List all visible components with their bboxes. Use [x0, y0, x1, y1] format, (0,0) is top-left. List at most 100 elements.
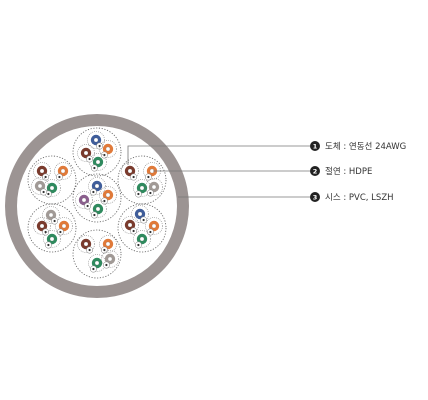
pair-bundle [72, 127, 122, 177]
bundle-outline [72, 229, 122, 279]
partner-conductor [132, 229, 135, 233]
copper-conductor [93, 137, 99, 143]
pair-bundle [72, 229, 122, 279]
pair-outline [99, 186, 117, 204]
copper-conductor [95, 159, 101, 165]
leader-lines [127, 145, 310, 198]
partner-conductor [149, 191, 152, 195]
partner-conductor [93, 166, 96, 170]
partner-conductor [44, 175, 47, 179]
partner-conductor [86, 204, 89, 208]
partner-conductor [149, 230, 152, 234]
copper-conductor [94, 183, 100, 189]
numbered-circle-badge [310, 141, 320, 151]
partner-conductor [88, 248, 91, 252]
leader-line-conductor [127, 145, 310, 165]
pair-bundles [27, 127, 167, 279]
pair-outline [77, 144, 95, 162]
pair-outline [89, 200, 107, 218]
callout-label: 절연 : HDPE [325, 167, 372, 177]
partner-conductor [92, 190, 95, 194]
copper-conductor [105, 241, 111, 247]
partner-conductor [42, 190, 45, 194]
pair-outline [145, 217, 163, 235]
partner-conductor [137, 243, 140, 247]
pair-outline [75, 191, 93, 209]
pair-outline [121, 162, 139, 180]
copper-conductor [151, 184, 157, 190]
pair-bundle [117, 203, 167, 253]
pair-outline [33, 217, 51, 235]
pair-outline [55, 217, 73, 235]
pair-bundle [117, 155, 167, 205]
partner-conductor [137, 192, 140, 196]
copper-conductor [83, 241, 89, 247]
callout-sheath: 3 시스 : PVC, LSZH [310, 192, 394, 203]
bundle-outline [27, 203, 77, 253]
pair-outline [31, 177, 49, 195]
callout-insulation: 2 절연 : HDPE [310, 166, 372, 177]
pair-outline [121, 216, 139, 234]
callout-conductor: 1 도체 : 연동선 24AWG [310, 141, 406, 152]
pair-outline [145, 178, 163, 196]
copper-conductor [105, 146, 111, 152]
copper-conductor [127, 168, 133, 174]
partner-conductor [92, 267, 95, 271]
copper-conductor [127, 222, 133, 228]
partner-conductor [53, 219, 56, 223]
pair-outline [99, 235, 117, 253]
partner-conductor [59, 230, 62, 234]
bundle-outline [117, 203, 167, 253]
pair-bundle [27, 203, 77, 253]
copper-conductor [105, 192, 111, 198]
partner-conductor [142, 218, 145, 222]
callout-number: 2 [313, 167, 318, 175]
numbered-circle-badge [310, 192, 320, 202]
copper-conductor [94, 260, 100, 266]
pair-outline [54, 162, 72, 180]
copper-conductor [107, 256, 113, 262]
partner-conductor [93, 213, 96, 217]
partner-conductor [47, 192, 50, 196]
pair-outline [131, 205, 149, 223]
copper-conductor [39, 168, 45, 174]
numbered-circle-badge [310, 166, 320, 176]
copper-conductor [137, 211, 143, 217]
copper-conductor [49, 185, 55, 191]
callout-number: 3 [313, 193, 318, 201]
callout-label: 도체 : 연동선 24AWG [325, 141, 406, 152]
callout-number: 1 [313, 142, 318, 150]
callout-label: 시스 : PVC, LSZH [325, 193, 394, 203]
copper-conductor [61, 223, 67, 229]
partner-conductor [47, 243, 50, 247]
partner-conductor [103, 248, 106, 252]
pair-outline [33, 162, 51, 180]
copper-conductor [139, 236, 145, 242]
partner-conductor [147, 175, 150, 179]
copper-conductor [48, 212, 54, 218]
pair-bundle [72, 173, 122, 223]
partner-conductor [105, 263, 108, 267]
pair-outline [43, 230, 61, 248]
pair-outline [101, 250, 119, 268]
copper-conductor [49, 236, 55, 242]
pair-outline [88, 177, 106, 195]
pair-outline [42, 206, 60, 224]
bundle-outline [72, 173, 122, 223]
copper-conductor [39, 223, 45, 229]
pair-outline [77, 235, 95, 253]
copper-conductor [151, 223, 157, 229]
copper-conductor [60, 168, 66, 174]
pair-outline [133, 230, 151, 248]
partner-conductor [44, 230, 47, 234]
bundle-outline [72, 127, 122, 177]
copper-conductor [139, 185, 145, 191]
partner-conductor [103, 199, 106, 203]
partner-conductor [58, 175, 61, 179]
pair-outline [87, 131, 105, 149]
partner-conductor [88, 157, 91, 161]
partner-conductor [132, 175, 135, 179]
pair-outline [99, 140, 117, 158]
copper-conductor [95, 206, 101, 212]
